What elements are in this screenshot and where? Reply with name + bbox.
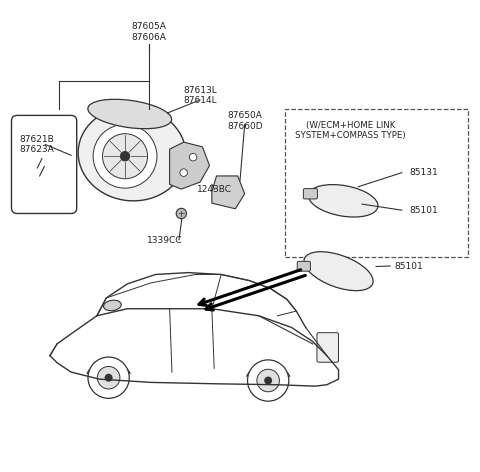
FancyBboxPatch shape xyxy=(317,333,338,362)
Circle shape xyxy=(257,369,279,392)
Text: 85131: 85131 xyxy=(409,168,438,177)
Text: 1339CC: 1339CC xyxy=(147,236,183,245)
Ellipse shape xyxy=(78,107,186,201)
Text: 87613L
87614L: 87613L 87614L xyxy=(183,85,217,105)
Circle shape xyxy=(93,124,157,188)
Text: 1243BC: 1243BC xyxy=(197,185,232,194)
Bar xyxy=(285,110,468,257)
Polygon shape xyxy=(169,142,209,189)
Ellipse shape xyxy=(88,99,171,129)
Text: 87621B
87623A: 87621B 87623A xyxy=(20,135,54,154)
Ellipse shape xyxy=(309,185,378,217)
Text: 87605A
87606A: 87605A 87606A xyxy=(131,22,166,42)
Circle shape xyxy=(88,357,129,398)
Text: 85101: 85101 xyxy=(395,262,423,271)
FancyBboxPatch shape xyxy=(303,189,317,199)
Polygon shape xyxy=(212,176,245,209)
Text: (W/ECM+HOME LINK
SYSTEM+COMPASS TYPE): (W/ECM+HOME LINK SYSTEM+COMPASS TYPE) xyxy=(295,121,406,140)
Circle shape xyxy=(189,153,197,161)
FancyBboxPatch shape xyxy=(12,116,77,213)
Circle shape xyxy=(103,134,147,179)
Circle shape xyxy=(248,360,289,401)
Circle shape xyxy=(105,374,112,381)
Ellipse shape xyxy=(304,252,373,291)
Circle shape xyxy=(120,152,130,161)
Circle shape xyxy=(97,366,120,389)
Text: 85101: 85101 xyxy=(409,206,438,215)
Circle shape xyxy=(265,377,271,384)
FancyBboxPatch shape xyxy=(297,261,311,271)
Circle shape xyxy=(176,208,187,219)
Text: 87650A
87660D: 87650A 87660D xyxy=(227,111,263,131)
Ellipse shape xyxy=(104,300,121,311)
Circle shape xyxy=(180,169,188,177)
